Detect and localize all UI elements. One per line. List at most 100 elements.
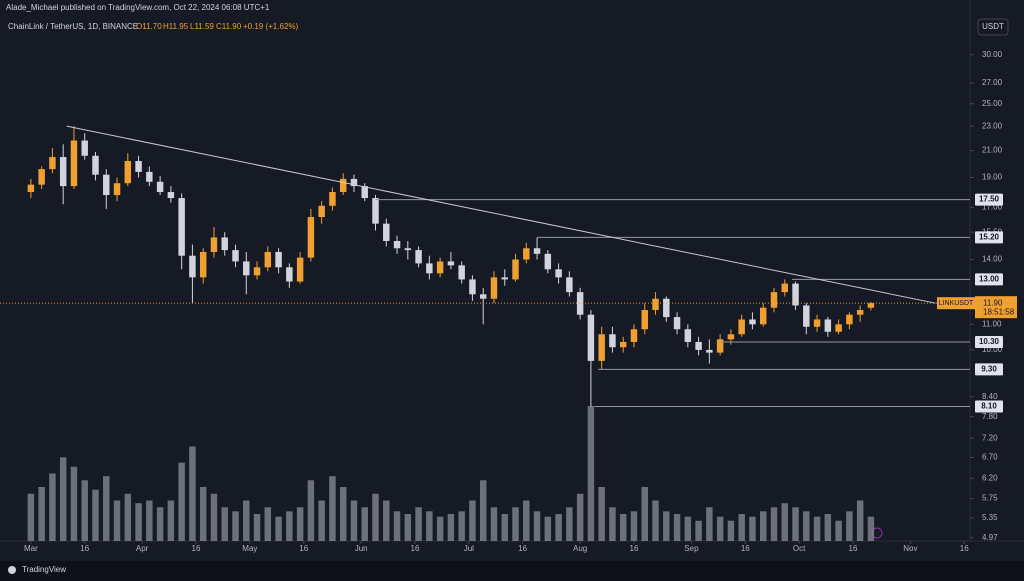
candle-body — [81, 140, 88, 156]
candle-body — [135, 161, 142, 172]
volume-bar — [329, 476, 336, 541]
candle-body — [490, 277, 498, 299]
candle-body — [695, 341, 702, 350]
volume-bar — [415, 507, 422, 541]
volume-bar — [372, 493, 379, 541]
volume-bar — [426, 511, 433, 541]
volume-bar — [824, 514, 832, 541]
candle-body — [232, 250, 239, 262]
currency[interactable]: USDT — [982, 22, 1004, 31]
level-label: 8.10 — [981, 402, 997, 411]
volume-bar — [630, 511, 638, 541]
change: +0.19 (+1.62%) — [243, 22, 298, 31]
candle-body — [103, 174, 110, 196]
candle-body — [630, 329, 638, 342]
candle-body — [372, 198, 379, 224]
symbol-box — [937, 297, 975, 310]
x-tick-label: 16 — [192, 544, 201, 553]
candle-body — [264, 251, 272, 268]
volume-bar — [81, 480, 88, 541]
volume-bar — [512, 507, 519, 541]
y-tick-label: 14.00 — [982, 255, 1003, 264]
plot — [27, 126, 875, 541]
candle-body — [813, 319, 821, 327]
candle-body — [189, 255, 196, 278]
volume-bar — [318, 500, 325, 541]
volume-bar — [383, 500, 390, 541]
price-label: 11.90 — [983, 298, 1003, 307]
candle-body — [673, 317, 681, 330]
x-tick-label: Apr — [136, 544, 149, 553]
candle-body — [738, 319, 745, 335]
candle-body — [156, 181, 164, 193]
candle-body — [598, 334, 605, 361]
candle-body — [479, 294, 487, 299]
volume-bar — [598, 487, 605, 541]
candle-body — [436, 261, 444, 274]
volume-bar — [210, 493, 218, 541]
candle-body — [27, 184, 35, 193]
candle-body — [684, 329, 692, 342]
volume-bar — [146, 500, 153, 541]
legend: ChainLink / TetherUS, 1D, BINANCE O11.70… — [8, 22, 298, 31]
level-box — [975, 400, 1003, 413]
volume-bar — [609, 507, 616, 541]
candle-body — [70, 140, 78, 187]
candle-body — [307, 217, 315, 258]
candle-body — [458, 265, 465, 280]
volume-bar — [339, 487, 347, 541]
symbol: ChainLink / TetherUS, 1D, BINANCE — [8, 22, 138, 31]
volume-bar — [393, 511, 401, 541]
volume-bar — [523, 500, 530, 541]
volume-bar — [727, 520, 735, 541]
currency-box[interactable] — [977, 18, 1009, 36]
candle-body — [759, 307, 767, 325]
brand: TradingView — [22, 565, 66, 574]
candle-body — [92, 155, 99, 175]
volume-bar — [479, 480, 487, 541]
candle-body — [576, 292, 584, 315]
candle-body — [846, 314, 853, 325]
volume-bar — [103, 476, 110, 541]
footer-bar — [0, 561, 1024, 581]
candle-body — [856, 310, 864, 315]
volume-bar — [232, 511, 239, 541]
x-tick-label: 16 — [299, 544, 308, 553]
x-tick-label: Jul — [464, 544, 474, 553]
candle-body — [286, 267, 293, 282]
candle-body — [253, 267, 261, 276]
candle-body — [167, 192, 175, 199]
candle-body — [59, 157, 67, 187]
volume-bar — [253, 514, 261, 541]
candle-body — [329, 192, 336, 206]
trendline — [66, 125, 936, 304]
volume-bar — [92, 489, 99, 541]
volume-bar — [501, 514, 508, 541]
close: C11.90 — [216, 22, 242, 31]
level-label: 10.30 — [979, 337, 1000, 346]
candle-body — [199, 251, 207, 278]
x-tick-label: 16 — [849, 544, 858, 553]
candle-body — [716, 339, 724, 353]
volume-bar — [167, 500, 175, 541]
y-tick-label: 7.20 — [982, 433, 998, 442]
volume-bar — [770, 507, 778, 541]
volume-bar — [199, 487, 207, 541]
y-tick-label: 17.00 — [982, 202, 1003, 211]
volume-bar — [803, 511, 810, 541]
volume-bar — [436, 516, 444, 541]
volume-bar — [275, 516, 282, 541]
countdown: 18:51:58 — [983, 307, 1015, 316]
candle-body — [404, 248, 412, 251]
volume-bar — [350, 500, 358, 541]
candle-body — [523, 248, 530, 260]
volume-bar — [221, 507, 228, 541]
y-tick-label: 11.00 — [982, 319, 1002, 328]
candle-body — [652, 298, 659, 311]
candle-body — [447, 261, 455, 266]
level-label: 13.00 — [979, 275, 1000, 284]
volume-bar — [716, 516, 724, 541]
volume-bar — [361, 507, 368, 541]
publisher: Alade_Michael published on TradingView.c… — [6, 3, 270, 12]
